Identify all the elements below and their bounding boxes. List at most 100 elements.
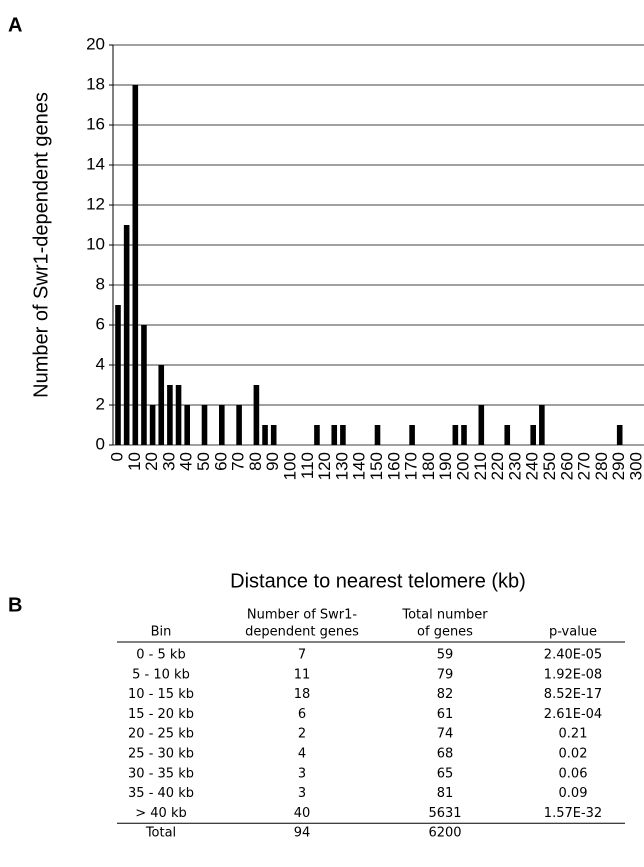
table-cell: 2 (298, 727, 306, 742)
table-cell: 5631 (428, 806, 461, 821)
table-cell: 8.52E-17 (544, 687, 602, 702)
table-cell: 2.40E-05 (544, 648, 602, 663)
y-tick-label: 2 (96, 394, 105, 413)
y-tick-label: 18 (86, 74, 105, 93)
bar (539, 405, 545, 445)
bar (158, 365, 165, 445)
table-cell: 6 (298, 707, 306, 722)
y-axis-label: Number of Swr1-dependent genes (30, 92, 52, 398)
table-cell: 1.92E-08 (544, 667, 602, 682)
x-tick-label: 220 (488, 452, 507, 480)
x-axis-label: Distance to nearest telomere (kb) (230, 570, 526, 592)
table-header: of genes (417, 625, 473, 640)
x-tick-label: 40 (177, 452, 196, 471)
table-cell: 25 - 30 kb (128, 747, 194, 762)
bar (201, 405, 208, 445)
bar (340, 425, 346, 445)
table-cell: 65 (437, 766, 454, 781)
table-header: p-value (549, 625, 597, 640)
bar (141, 325, 147, 445)
table-cell: 61 (437, 707, 454, 722)
bar (167, 385, 173, 445)
x-tick-label: 270 (575, 452, 594, 480)
table-cell: 1.57E-32 (544, 806, 602, 821)
table-cell: 15 - 20 kb (128, 707, 194, 722)
table-cell: 5 - 10 kb (132, 667, 190, 682)
bar (270, 425, 277, 445)
x-tick-label: 120 (315, 452, 334, 480)
table-cell: 79 (437, 667, 454, 682)
y-tick-label: 10 (86, 234, 105, 253)
x-tick-label: 250 (540, 452, 559, 480)
x-tick-label: 280 (592, 452, 611, 480)
table-header: dependent genes (245, 625, 359, 640)
bar (132, 85, 139, 445)
y-tick-label: 16 (86, 114, 105, 133)
bar (219, 405, 225, 445)
bar (452, 425, 459, 445)
panel-label: B (8, 594, 22, 616)
y-tick-label: 0 (96, 434, 105, 453)
table-header: Bin (151, 625, 172, 640)
table-cell: 18 (294, 687, 311, 702)
x-tick-label: 140 (350, 452, 369, 480)
x-tick-label: 10 (125, 452, 144, 471)
y-tick-label: 4 (96, 354, 105, 373)
x-tick-label: 60 (211, 452, 230, 471)
bar (504, 425, 511, 445)
bar (409, 425, 415, 445)
bar (331, 425, 338, 445)
bar (115, 305, 121, 445)
bar (530, 425, 536, 445)
table-header: Total number (401, 608, 488, 623)
y-tick-label: 20 (86, 34, 105, 53)
table-cell: > 40 kb (135, 806, 186, 821)
x-tick-label: 210 (471, 452, 490, 480)
bar (314, 425, 320, 445)
bar (149, 405, 156, 445)
table-cell: 10 - 15 kb (128, 687, 194, 702)
table-cell: 74 (437, 727, 454, 742)
x-tick-label: 300 (626, 452, 644, 480)
x-tick-label: 190 (436, 452, 455, 480)
table-cell: 0.02 (559, 747, 588, 762)
table-cell: 2.61E-04 (544, 707, 602, 722)
table-cell: 81 (437, 786, 454, 801)
y-tick-label: 12 (86, 194, 105, 213)
x-tick-label: 240 (523, 452, 542, 480)
bar (184, 405, 190, 445)
x-tick-label: 170 (402, 452, 421, 480)
table-cell: 35 - 40 kb (128, 786, 194, 801)
bar (478, 405, 485, 445)
x-tick-label: 180 (419, 452, 438, 480)
y-tick-label: 14 (86, 154, 105, 173)
x-tick-label: 100 (280, 452, 299, 480)
table-cell: 3 (298, 766, 306, 781)
table-cell: 7 (298, 648, 306, 663)
table-cell: 0.21 (559, 727, 588, 742)
bar (175, 385, 182, 445)
bar (123, 225, 130, 445)
table-cell: 94 (294, 826, 311, 841)
table-cell: 68 (437, 747, 454, 762)
table-cell: 20 - 25 kb (128, 727, 194, 742)
x-tick-label: 230 (505, 452, 524, 480)
x-tick-label: 30 (159, 452, 178, 471)
table-cell: 3 (298, 786, 306, 801)
table-header: Number of Swr1- (247, 608, 358, 623)
bar (616, 425, 623, 445)
table-cell: 59 (437, 648, 454, 663)
x-tick-label: 90 (263, 452, 282, 471)
y-tick-label: 8 (96, 274, 105, 293)
x-tick-label: 110 (298, 452, 317, 479)
table-cell: 0.09 (559, 786, 588, 801)
x-tick-label: 200 (453, 452, 472, 480)
y-tick-label: 6 (96, 314, 105, 333)
table-cell: Total (145, 826, 176, 841)
bar (374, 425, 381, 445)
x-tick-label: 20 (142, 452, 161, 471)
bar (236, 405, 242, 445)
x-tick-label: 160 (384, 452, 403, 480)
table-cell: 11 (294, 667, 311, 682)
